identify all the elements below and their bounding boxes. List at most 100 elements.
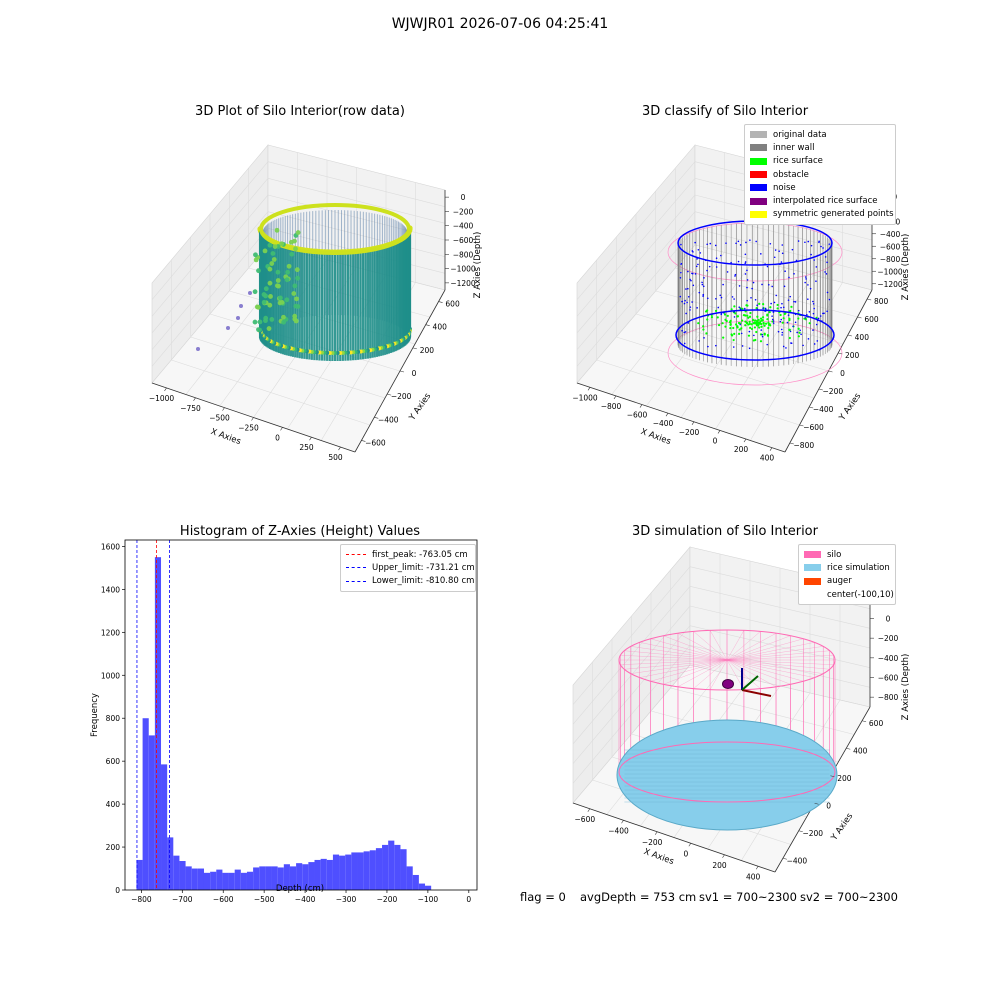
status-sv1: sv1 = 700~2300 (699, 890, 797, 904)
x-tick (654, 831, 658, 835)
y-tick-label: 600 (869, 719, 884, 728)
y-tick-label: 0 (412, 369, 417, 378)
histogram-bar (400, 849, 407, 890)
y-tick (412, 347, 417, 350)
noise-point (780, 306, 782, 309)
histogram-bar (332, 854, 340, 890)
noise-point (698, 291, 701, 294)
panel4-legend: silo rice simulation auger center(-100,1… (798, 544, 896, 606)
histogram-bar (283, 864, 290, 890)
data-point (252, 319, 258, 325)
rice-surface-point (781, 321, 784, 324)
x-tick (338, 446, 341, 451)
data-point (279, 300, 285, 305)
rice-surface-point (702, 328, 705, 331)
x-tick-label: −100 (418, 895, 439, 904)
y-tick-label: −200 (823, 387, 844, 396)
histogram-bar (339, 855, 346, 890)
rice-surface-point (706, 318, 709, 321)
noise-point (752, 281, 755, 284)
y-tick (425, 324, 430, 327)
noise-point (744, 261, 747, 263)
noise-point (730, 261, 732, 264)
noise-point (808, 311, 811, 313)
legend-label: first_peak: -763.05 cm (372, 549, 468, 560)
noise-point (780, 328, 783, 331)
legend-label: noise (773, 182, 796, 193)
noise-point (778, 250, 780, 253)
silo-wireframe (726, 659, 777, 687)
noise-point (681, 329, 683, 332)
noise-point (697, 263, 699, 266)
noise-point (773, 256, 776, 259)
rice-surface-point (726, 314, 729, 317)
noise-point (706, 297, 709, 300)
rice-surface-point (768, 311, 771, 314)
legend-item: rice surface (750, 155, 890, 168)
rice-surface-point (706, 309, 709, 312)
rice-surface-point (755, 330, 758, 334)
noise-point (680, 243, 682, 246)
rice-surface-point (746, 314, 749, 317)
noise-point (715, 344, 717, 347)
legend-line (346, 580, 366, 582)
legend-swatch (750, 197, 767, 205)
x-tick-label: −200 (679, 428, 700, 437)
histogram-bar (154, 557, 162, 890)
noise-point (689, 278, 691, 281)
z-tick-label: −1200 (450, 279, 476, 288)
x-tick (587, 387, 591, 391)
noise-point (694, 273, 697, 275)
noise-point (773, 301, 776, 304)
noise-point (738, 306, 741, 309)
noise-point (772, 311, 775, 313)
noise-point (753, 334, 755, 337)
histogram-bar (203, 872, 211, 890)
data-point (275, 269, 281, 275)
histogram-bar (363, 851, 370, 890)
rice-surface-point (788, 317, 791, 320)
x-tick (193, 397, 196, 401)
y-tick-label: 600 (106, 757, 121, 766)
noise-point (755, 240, 757, 243)
noise-point (815, 266, 818, 268)
noise-point (805, 278, 807, 280)
data-point (292, 238, 297, 244)
x-tick-label: 250 (299, 443, 314, 452)
silo-wireframe (630, 659, 728, 674)
noise-point (819, 315, 822, 317)
histogram-bar (191, 868, 198, 890)
rice-surface-point (732, 326, 735, 330)
rice-surface-point (716, 316, 719, 319)
y-tick (818, 388, 823, 391)
rice-surface-point (783, 312, 786, 316)
rice-surface-point (714, 309, 718, 312)
rice-surface-point (750, 323, 753, 326)
data-point (263, 286, 269, 292)
histogram-bar (425, 885, 432, 890)
noise-point (806, 313, 808, 316)
histogram-ylabel: Frequency (90, 693, 100, 737)
x-tick-label: −800 (601, 402, 622, 411)
x-tick-label: −400 (295, 895, 316, 904)
histogram-bar (289, 866, 297, 890)
noise-point (810, 244, 813, 247)
silo-wireframe (677, 633, 728, 661)
histogram-bar (234, 869, 241, 890)
data-point (295, 304, 301, 309)
noise-point (689, 309, 691, 311)
y-tick-label: −600 (803, 423, 824, 432)
noise-point (810, 253, 812, 256)
legend-label: interpolated rice surface (773, 196, 878, 207)
legend-label: Upper_limit: -731.21 cm (372, 562, 475, 573)
legend-label: symmetric generated points (773, 209, 894, 220)
x-tick-label: −500 (254, 895, 275, 904)
silo-wireframe (726, 638, 804, 661)
rice-surface-point (753, 326, 757, 329)
z-tick-label: −1200 (877, 280, 903, 289)
gridline (576, 161, 696, 300)
legend-label: auger (827, 576, 852, 587)
data-point (284, 277, 290, 283)
y-tick (862, 720, 867, 723)
x-tick-label: −400 (653, 419, 674, 428)
